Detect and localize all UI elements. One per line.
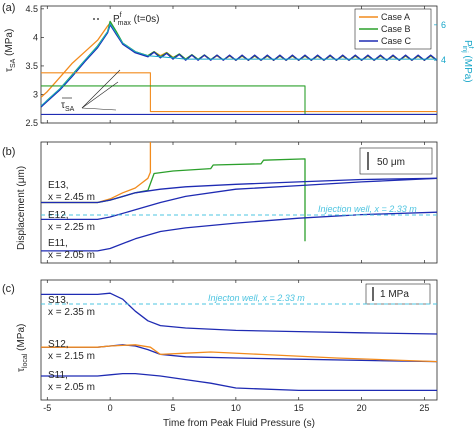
- x-axis-label: Time from Peak Fluid Pressure (s): [163, 418, 315, 429]
- y-tick-label: 4: [33, 32, 38, 42]
- s13-name: S13,: [48, 295, 69, 306]
- e12-pos: x = 2.25 m: [48, 222, 95, 233]
- panel-b-scale-box: [359, 147, 433, 175]
- x-tick-label: 25: [419, 403, 429, 413]
- right-tick-label: 6: [441, 20, 446, 30]
- y-tick-label: 4.5: [25, 4, 38, 14]
- panel-c-letter: (c): [2, 283, 15, 295]
- c-s11-case-c: [41, 372, 437, 392]
- panel-b-well-label: Injection well, x = 2.33 m: [318, 204, 417, 214]
- series-injection-pressure: [40, 23, 437, 107]
- panel-a-ylabel: τSA (MPa): [4, 29, 17, 72]
- s12-name: S12,: [48, 339, 69, 350]
- b-e11-case-c: [41, 211, 438, 252]
- x-tick-label: 5: [170, 403, 175, 413]
- s12-pos: x = 2.15 m: [48, 351, 95, 362]
- panel-a-letter: (a): [2, 2, 15, 14]
- legend-label-a: Case A: [381, 12, 410, 22]
- legend: Case A Case B Case C: [354, 8, 432, 50]
- c-s12-case-a: [41, 344, 438, 363]
- s13-pos: x = 2.35 m: [48, 307, 95, 318]
- s11-pos: x = 2.05 m: [48, 382, 95, 393]
- x-tick-label: 0: [108, 403, 113, 413]
- legend-label-c: Case C: [381, 36, 412, 46]
- panel-c-scale-label: 1 MPa: [380, 289, 409, 300]
- panel-b-ylabel: Displacement (μm): [16, 166, 27, 250]
- b-e13-case-c: [41, 177, 438, 204]
- series-case-b-sa: [41, 85, 437, 115]
- tau-sa-label: τSA: [61, 100, 75, 113]
- x-tick-label: 20: [357, 403, 367, 413]
- pmax-label: Pf max (t=0s): [113, 12, 159, 27]
- x-tick-label: -5: [43, 403, 51, 413]
- series-case-c: [40, 24, 438, 108]
- e12-name: E12,: [48, 210, 69, 221]
- panel-c-frame: [40, 279, 438, 401]
- tau-sa-pointer-a: [81, 69, 121, 109]
- x-tick-label: 10: [231, 403, 241, 413]
- panel-b-scale-label: 50 μm: [377, 157, 405, 168]
- y-tick-label: 3: [33, 89, 38, 99]
- axes-ticks: -5 0 5 10 15 20 25 2.5 3 3.5 4 4.5 4 6: [25, 4, 446, 413]
- tau-sa-pointer-b: [81, 81, 119, 109]
- e11-name: E11,: [48, 238, 68, 249]
- e13-name: E13,: [48, 180, 69, 191]
- x-tick-label: 15: [294, 403, 304, 413]
- right-tick-label: 4: [441, 55, 446, 65]
- c-s13-case-c: [41, 292, 438, 335]
- s11-name: S11,: [48, 370, 68, 381]
- panel-c-well-label: Injecton well, x = 2.33 m: [208, 293, 305, 303]
- b-e12-case-c: [41, 177, 438, 221]
- e11-pos: x = 2.05 m: [48, 250, 95, 261]
- chart-series: [40, 20, 438, 392]
- legend-label-b: Case B: [381, 24, 411, 34]
- y-tick-label: 2.5: [25, 118, 38, 128]
- panel-b-letter: (b): [2, 146, 15, 158]
- panel-a-right-label: Pfinj (MPa): [461, 40, 474, 83]
- panel-c-ylabel: τlocal (MPa): [16, 324, 29, 372]
- e13-pos: x = 2.45 m: [48, 192, 95, 203]
- panel-a-frame: [40, 5, 438, 124]
- tau-sa-pointer-c: [81, 107, 117, 111]
- series-case-a-sa: [41, 72, 437, 113]
- y-tick-label: 3.5: [25, 61, 38, 71]
